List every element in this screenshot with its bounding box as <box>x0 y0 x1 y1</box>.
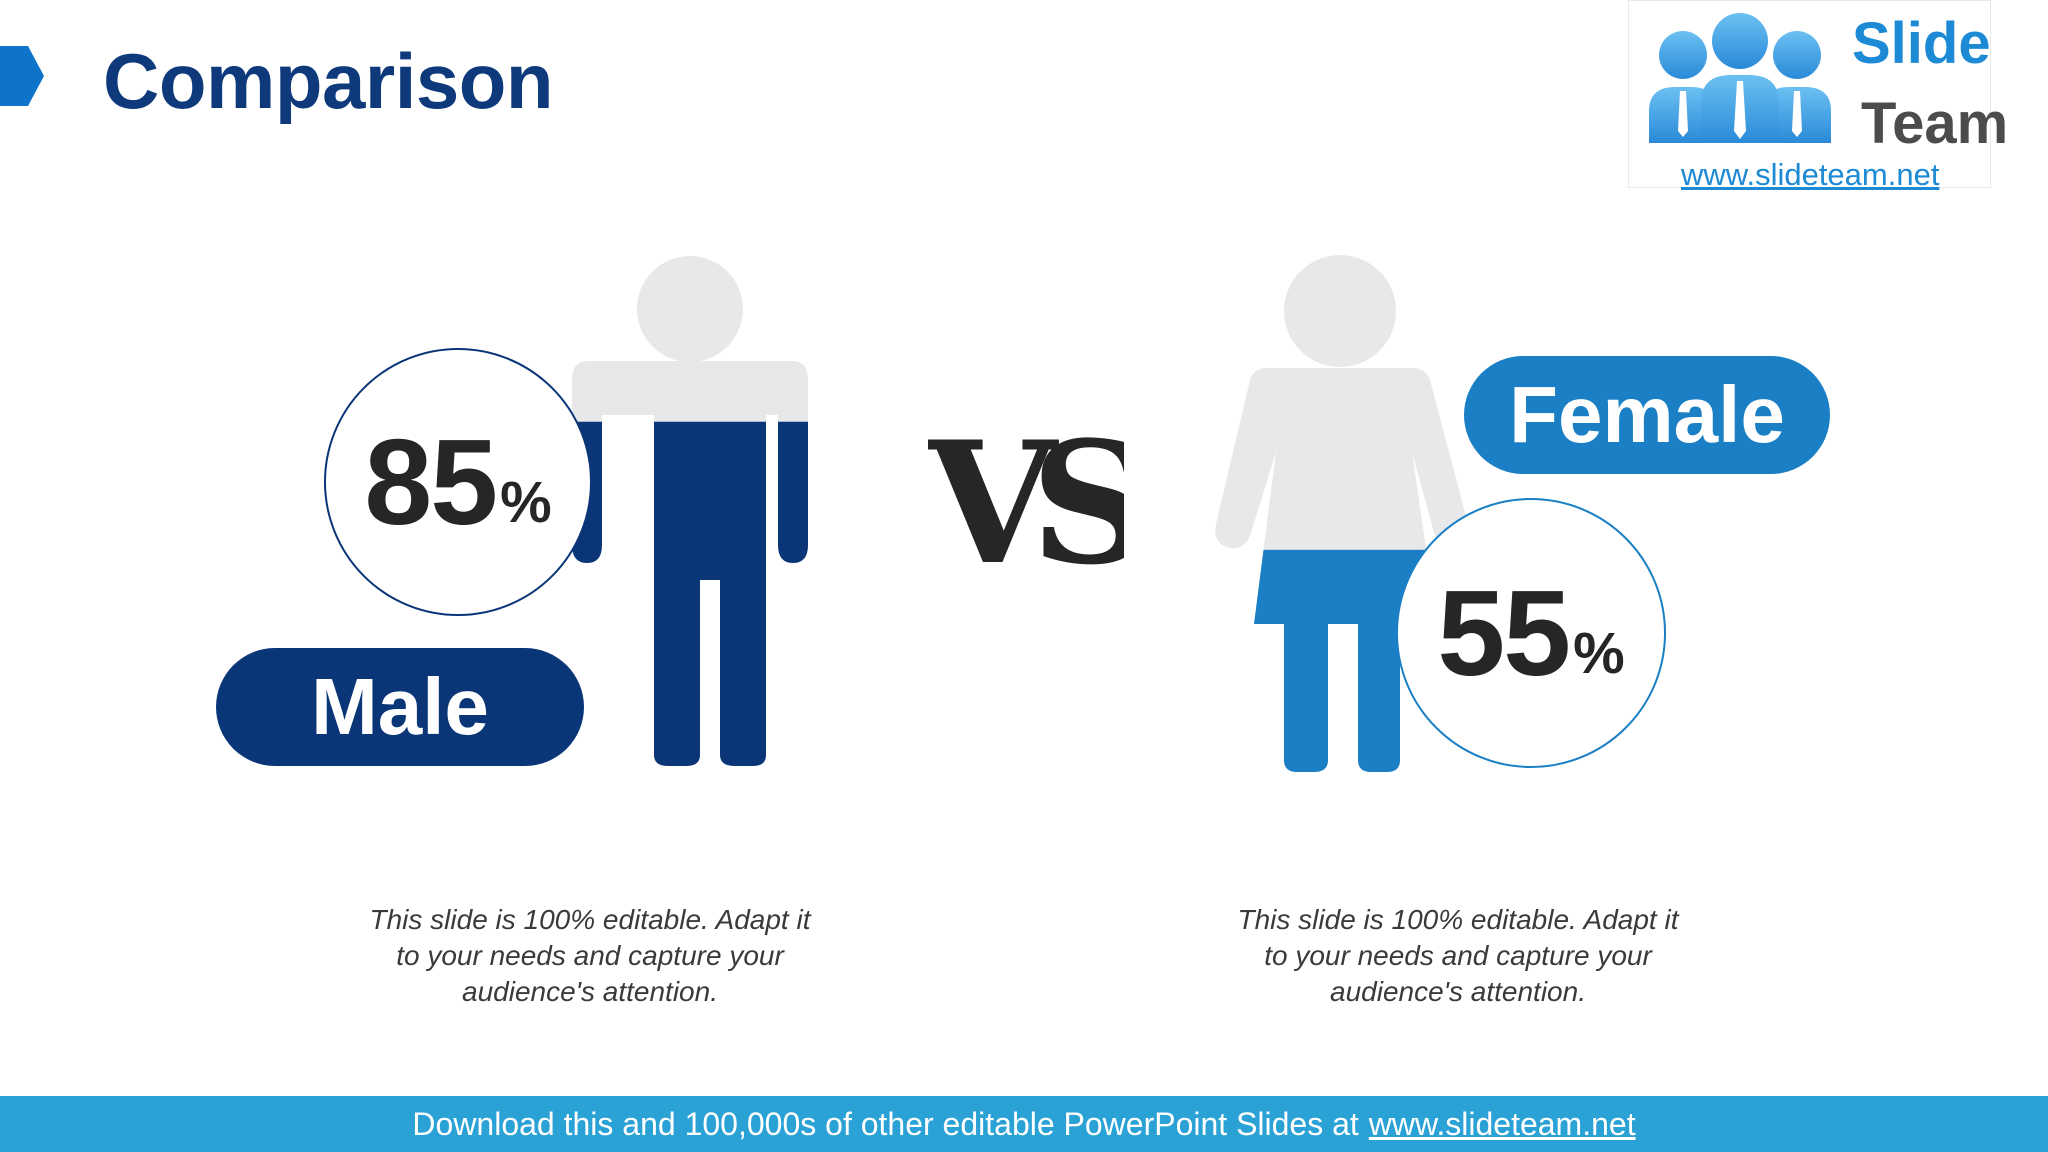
female-label: Female <box>1509 370 1785 459</box>
male-label-pill: Male <box>216 648 584 766</box>
footer-text: Download this and 100,000s of other edit… <box>412 1105 1359 1142</box>
male-figure <box>572 256 808 766</box>
male-figure-fill <box>572 421 808 766</box>
female-percent-sign: % <box>1573 620 1625 686</box>
male-description: This slide is 100% editable. Adapt it to… <box>369 904 811 1007</box>
male-percent-value: 85 <box>364 414 498 550</box>
footer-banner: Download this and 100,000s of other edit… <box>0 1096 2048 1152</box>
title-arrow-marker <box>0 46 44 106</box>
female-percent-circle: 55% <box>1396 498 1666 768</box>
footer-link[interactable]: www.slideteam.net <box>1368 1105 1636 1142</box>
vs-text: VS <box>928 430 1124 590</box>
people-group-icon <box>1649 13 1831 143</box>
male-percent-sign: % <box>500 469 552 535</box>
logo-word-team: Team <box>1861 91 2009 156</box>
vs-label: VS <box>928 430 1124 590</box>
slide-title: Comparison <box>103 37 554 125</box>
slideteam-logo[interactable]: Slide Team www.slideteam.net <box>1628 0 2008 192</box>
male-label: Male <box>311 662 489 751</box>
logo-url-link[interactable]: www.slideteam.net <box>1681 157 1940 192</box>
logo-word-slide: Slide <box>1852 11 1991 76</box>
female-label-pill: Female <box>1464 356 1830 474</box>
female-description: This slide is 100% editable. Adapt it to… <box>1237 904 1679 1007</box>
female-percent-value: 55 <box>1437 565 1571 701</box>
male-percent-circle: 85% <box>324 348 592 616</box>
